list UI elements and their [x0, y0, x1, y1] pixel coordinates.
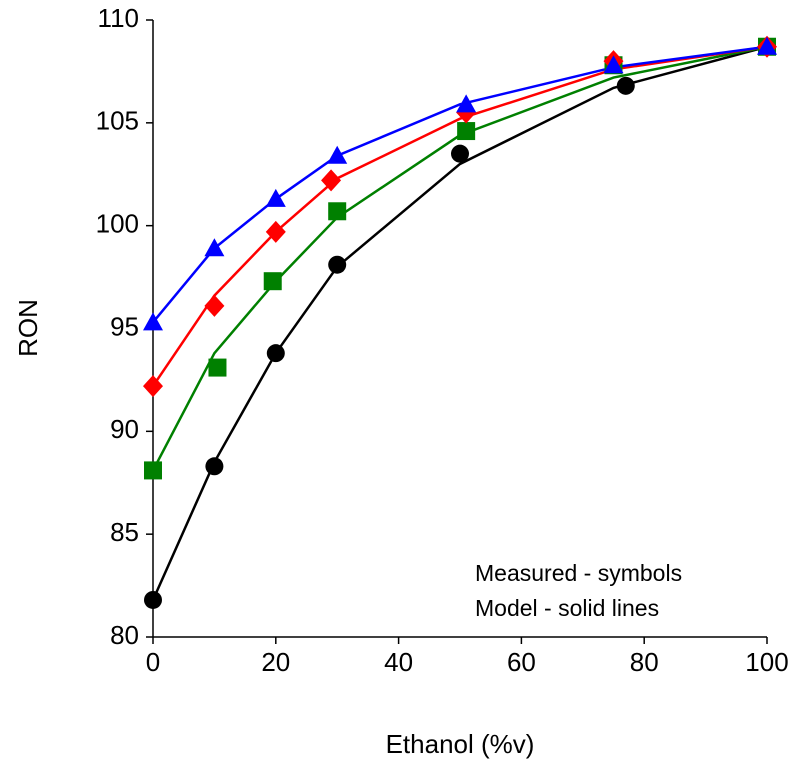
- marker: [144, 590, 162, 609]
- y-tick-label: 80: [110, 620, 139, 650]
- marker: [208, 358, 227, 377]
- marker: [757, 36, 777, 55]
- marker: [451, 144, 469, 163]
- x-tick-label: 60: [507, 647, 536, 677]
- marker: [204, 294, 225, 317]
- x-axis-label: Ethanol (%v): [386, 729, 535, 759]
- marker: [321, 169, 342, 192]
- y-tick-label: 110: [98, 3, 139, 33]
- marker: [143, 312, 163, 331]
- marker: [143, 375, 163, 398]
- x-tick-label: 0: [146, 647, 160, 677]
- marker: [328, 255, 347, 274]
- y-axis-label: RON: [13, 299, 43, 357]
- x-tick-label: 100: [745, 647, 788, 677]
- marker: [265, 188, 286, 207]
- marker: [457, 122, 476, 141]
- marker: [328, 202, 347, 221]
- model-line: [151, 45, 768, 387]
- marker: [327, 145, 348, 164]
- y-tick-label: 100: [96, 209, 139, 239]
- marker: [263, 272, 282, 291]
- marker: [616, 76, 635, 95]
- marker: [205, 457, 224, 476]
- x-tick-label: 40: [384, 647, 413, 677]
- marker: [266, 344, 285, 363]
- marker: [265, 220, 286, 243]
- y-tick-label: 90: [110, 414, 139, 444]
- marker: [603, 55, 624, 74]
- y-tick-label: 105: [96, 106, 139, 136]
- marker: [204, 238, 225, 257]
- x-tick-label: 20: [261, 647, 290, 677]
- y-tick-label: 85: [110, 517, 139, 547]
- annotation: Model - solid lines: [475, 595, 659, 621]
- x-tick-label: 80: [630, 647, 659, 677]
- y-tick-label: 95: [110, 311, 139, 341]
- model-line: [152, 45, 768, 324]
- annotation: Measured - symbols: [475, 560, 682, 586]
- marker: [456, 94, 477, 113]
- marker: [144, 461, 162, 480]
